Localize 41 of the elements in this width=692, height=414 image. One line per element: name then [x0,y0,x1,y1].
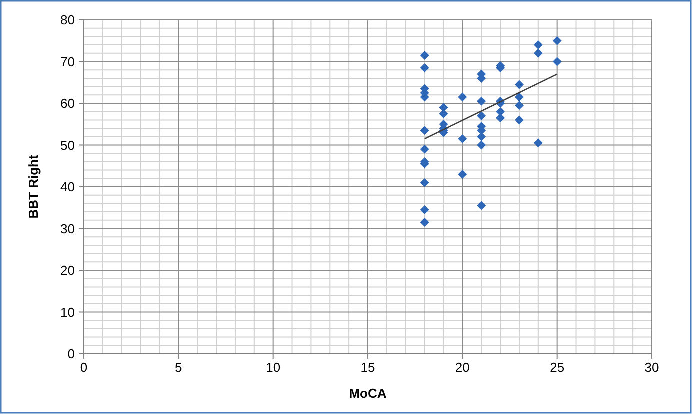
point [514,80,524,90]
point [534,40,543,50]
y-tick-label: 30 [60,221,75,236]
x-tick-label: 25 [550,360,565,375]
point [552,57,562,66]
y-tick-label: 70 [60,54,75,70]
point [420,205,430,214]
x-tick-label: 0 [80,360,88,375]
point [514,92,524,102]
point [420,178,430,188]
y-axis-title: BBT Right [26,154,41,219]
x-tick-label: 30 [644,360,660,375]
y-tick-label: 50 [60,138,75,153]
point [552,36,562,46]
point [420,50,430,60]
y-tick-label: 40 [60,180,75,194]
y-tick-label: 60 [60,96,75,111]
point [477,112,486,121]
x-tick-label: 5 [175,360,182,375]
point [458,170,468,179]
x-tick-label: 20 [455,360,470,375]
y-tick-label: 10 [60,304,75,320]
point [458,92,468,102]
x-tick-label: 15 [360,360,376,375]
y-tick-label: 80 [60,12,75,28]
point [534,48,543,58]
point [420,144,430,154]
point [477,201,486,210]
point [477,96,486,106]
point [420,126,430,136]
y-tick-label: 20 [60,263,75,278]
y-tick-label: 0 [68,346,75,362]
x-tick-label: 10 [266,360,281,375]
point [420,218,430,227]
point [458,134,468,144]
point [514,101,524,110]
point [534,138,543,148]
x-axis-title: MoCA [349,386,388,401]
point [514,116,524,125]
point [420,64,430,73]
point [477,140,486,150]
